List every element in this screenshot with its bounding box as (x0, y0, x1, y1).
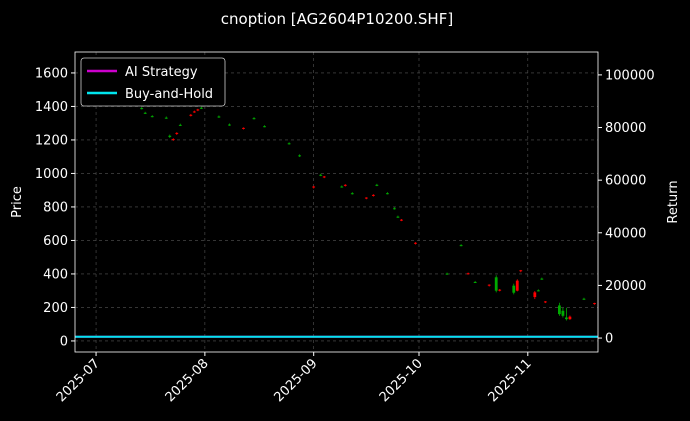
x-tick-label: 2025-11 (486, 356, 535, 405)
candle-body (557, 305, 561, 315)
x-tick-label: 2025-09 (271, 356, 320, 405)
candle-body (375, 184, 379, 186)
y-tick-label: 1400 (35, 100, 68, 115)
x-tick-label: 2025-07 (54, 356, 103, 405)
candle-body (498, 289, 502, 291)
y-tick-label: 1000 (35, 167, 68, 182)
candle-body (175, 132, 179, 134)
candle-body (364, 197, 368, 199)
candle-body (466, 273, 470, 275)
y-tick-label: 1200 (35, 133, 68, 148)
candle-body (164, 117, 168, 119)
candle-body (561, 310, 565, 316)
candle-body (298, 155, 302, 157)
candle-body (543, 301, 547, 303)
candle-body (217, 116, 221, 118)
candle-body (140, 108, 144, 110)
candle-body (168, 135, 172, 137)
candle-body (487, 284, 491, 286)
candle-body (396, 216, 400, 218)
candle-body (540, 278, 544, 280)
candle-body (322, 176, 326, 178)
candle-body (340, 186, 344, 188)
candle-body (343, 184, 347, 186)
candle-body (414, 242, 417, 244)
candle-body (319, 174, 323, 176)
legend-label: AI Strategy (125, 65, 198, 80)
y-tick-label: 1600 (35, 66, 68, 81)
y-axis-label: Price (10, 186, 25, 218)
y-tick-label: 0 (60, 334, 68, 349)
y2-tick-label: 0 (605, 332, 613, 347)
candle-body (287, 143, 291, 145)
legend: AI Strategy Buy-and-Hold (80, 57, 226, 107)
candle-body (536, 290, 540, 292)
candle-body (178, 124, 182, 126)
candle-body (519, 270, 523, 272)
candle-body (593, 303, 596, 305)
candle-body (371, 194, 375, 196)
candle-body (312, 186, 316, 188)
y-tick-label: 800 (43, 200, 68, 215)
y2-tick-label: 80000 (605, 121, 646, 136)
candle-body (350, 193, 354, 195)
candle-body (393, 208, 396, 210)
y2-tick-label: 40000 (605, 226, 646, 241)
x-tick-label: 2025-08 (163, 356, 212, 405)
candle-body (515, 280, 519, 291)
candle-body (242, 127, 245, 129)
y-tick-label: 600 (43, 234, 68, 249)
candle-body (533, 292, 537, 298)
candle-body (252, 118, 256, 120)
candle-body (189, 114, 193, 116)
candle-body (512, 285, 516, 293)
y2-tick-label: 100000 (605, 68, 655, 83)
y-tick-label: 400 (43, 267, 68, 282)
candle-body (196, 109, 200, 111)
candle-body (565, 317, 568, 320)
candle-body (199, 107, 203, 109)
candle-body (150, 116, 154, 118)
candle-body (445, 273, 449, 275)
candle-body (192, 111, 196, 113)
candle-body (385, 193, 389, 195)
y2-tick-label: 60000 (605, 174, 646, 189)
plot-frame (74, 51, 599, 353)
candle-body (568, 316, 572, 320)
candle-body (582, 298, 586, 300)
candle-body (171, 139, 175, 141)
legend-label: Buy-and-Hold (125, 87, 213, 102)
chart-title: cnoption [AG2604P10200.SHF] (221, 10, 453, 28)
candle-body (459, 245, 463, 247)
candle-body (143, 112, 147, 114)
y-tick-label: 200 (43, 301, 68, 316)
y2-axis-label: Return (666, 180, 681, 223)
candle-body (263, 126, 266, 128)
x-tick-label: 2025-10 (377, 356, 426, 405)
candle-body (494, 277, 498, 291)
candle-body (400, 219, 403, 221)
y2-tick-label: 20000 (605, 279, 646, 294)
candle-body (228, 124, 231, 126)
candle-body (473, 281, 477, 283)
